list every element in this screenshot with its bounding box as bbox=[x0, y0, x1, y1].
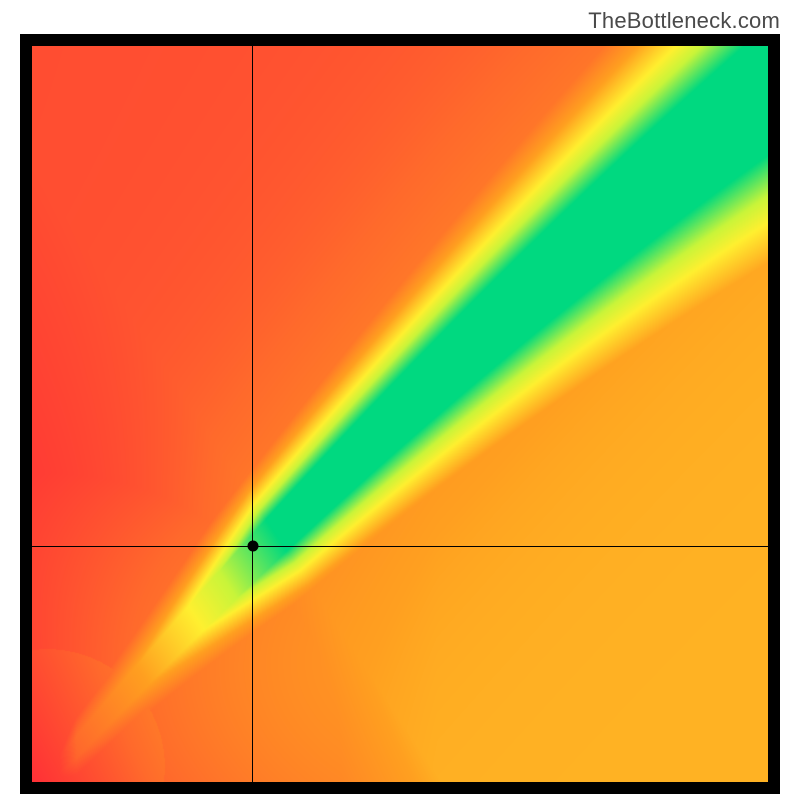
root: TheBottleneck.com bbox=[0, 0, 800, 800]
watermark-text: TheBottleneck.com bbox=[588, 8, 780, 34]
crosshair-marker bbox=[247, 541, 258, 552]
plot-area bbox=[32, 46, 768, 782]
crosshair-horizontal bbox=[32, 546, 768, 547]
heatmap-canvas bbox=[32, 46, 768, 782]
crosshair-vertical bbox=[252, 46, 253, 782]
plot-frame bbox=[20, 34, 780, 794]
